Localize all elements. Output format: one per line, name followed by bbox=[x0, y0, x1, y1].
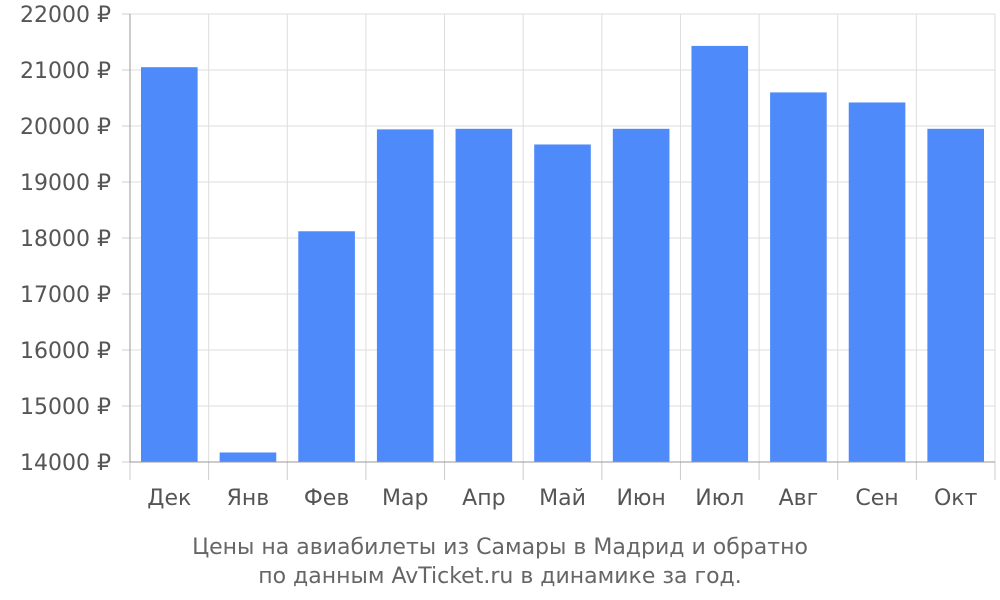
axes bbox=[122, 13, 996, 480]
y-tick-label: 20000 ₽ bbox=[20, 115, 111, 140]
bar-10 bbox=[848, 102, 906, 462]
y-tick-label: 22000 ₽ bbox=[20, 3, 111, 28]
x-tick-label: Окт bbox=[934, 486, 978, 511]
y-tick-label: 14000 ₽ bbox=[20, 451, 111, 476]
y-tick-label: 19000 ₽ bbox=[20, 171, 111, 196]
bar-1 bbox=[141, 67, 198, 462]
x-tick-label: Май bbox=[539, 486, 586, 511]
x-tick-label: Дек bbox=[147, 486, 191, 511]
y-tick-label: 21000 ₽ bbox=[20, 59, 111, 84]
x-tick-label: Сен bbox=[855, 486, 898, 511]
x-tick-label: Апр bbox=[462, 486, 505, 511]
chart-caption-line-2: по данным AvTicket.ru в динамике за год. bbox=[258, 564, 742, 589]
bar-8 bbox=[691, 45, 749, 463]
x-tick-labels: Дек Янв Фев Мар Апр Май Июн Июл Авг Сен Окт bbox=[147, 486, 977, 511]
bar-11 bbox=[927, 128, 984, 463]
chart-caption-line-1: Цены на авиабилеты из Самары в Мадрид и … bbox=[192, 535, 808, 560]
bar-3 bbox=[298, 231, 355, 462]
bar-7 bbox=[612, 128, 670, 463]
bar-4 bbox=[376, 129, 434, 463]
y-tick-label: 15000 ₽ bbox=[20, 395, 111, 420]
bar-2 bbox=[219, 452, 277, 462]
y-tick-labels: 14000 ₽ 15000 ₽ 16000 ₽ 17000 ₽ 18000 ₽ 19000… bbox=[20, 3, 111, 476]
bar-5 bbox=[455, 128, 513, 463]
x-tick-label: Июн bbox=[616, 486, 665, 511]
bar-9 bbox=[770, 92, 827, 463]
x-tick-label: Авг bbox=[779, 486, 819, 511]
bar-6 bbox=[534, 144, 591, 463]
x-tick-label: Мар bbox=[382, 486, 428, 511]
y-tick-label: 16000 ₽ bbox=[20, 339, 111, 364]
x-tick-label: Фев bbox=[304, 486, 349, 511]
y-tick-label: 17000 ₽ bbox=[20, 283, 111, 308]
x-tick-label: Июл bbox=[695, 486, 744, 511]
x-tick-label: Янв bbox=[227, 486, 270, 511]
y-tick-label: 18000 ₽ bbox=[20, 227, 111, 252]
bars bbox=[141, 45, 984, 463]
